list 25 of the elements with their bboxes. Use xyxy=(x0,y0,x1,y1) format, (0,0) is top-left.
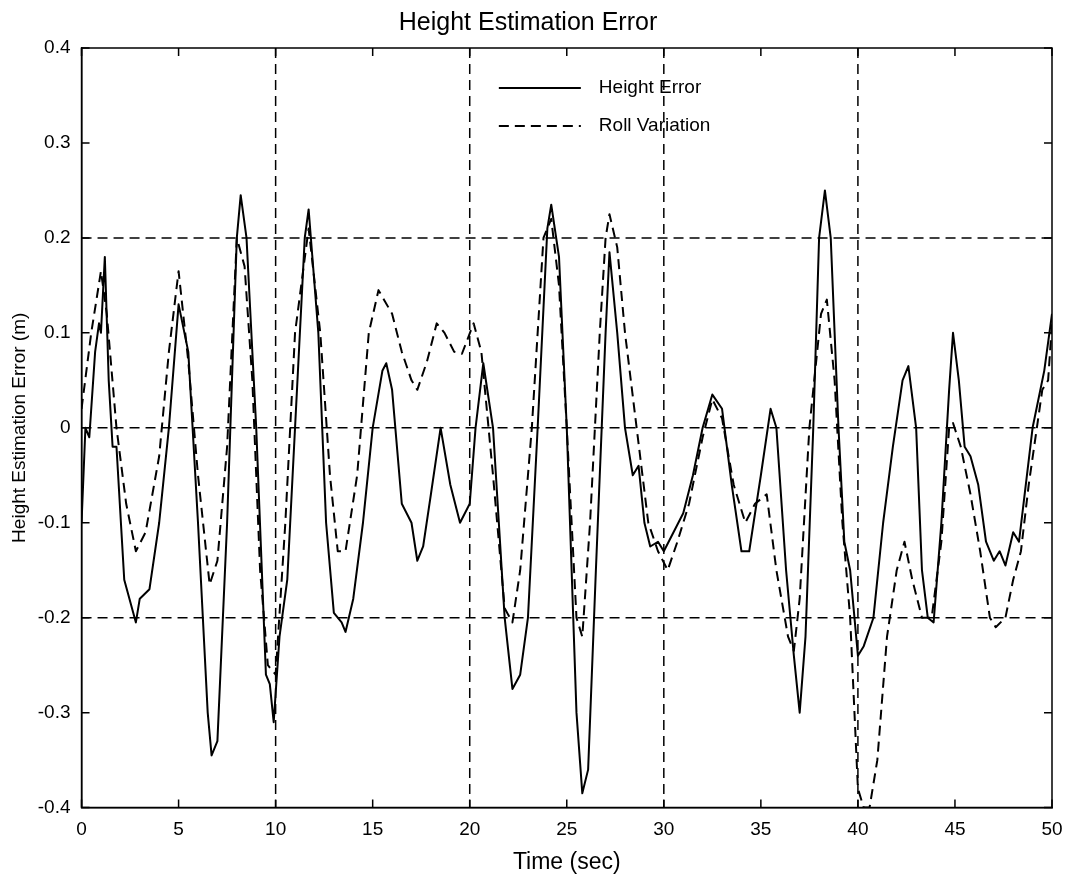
x-tick-label: 20 xyxy=(459,818,481,840)
x-tick-label: 5 xyxy=(173,818,184,840)
x-tick-label: 30 xyxy=(653,818,675,840)
x-tick-label: 45 xyxy=(944,818,966,840)
legend-label: Height Error xyxy=(598,76,702,98)
y-tick-label: -0.2 xyxy=(37,605,71,627)
y-tick-label: 0.4 xyxy=(44,36,71,58)
x-tick-label: 25 xyxy=(556,818,578,840)
y-tick-label: -0.4 xyxy=(37,795,71,817)
y-tick-label: 0.3 xyxy=(44,131,71,153)
x-tick-label: 40 xyxy=(847,818,869,840)
x-axis-title: Time (sec) xyxy=(512,847,621,874)
x-tick-label: 15 xyxy=(362,818,384,840)
y-tick-label: 0.1 xyxy=(44,321,71,343)
y-tick-label: 0.2 xyxy=(44,226,71,248)
y-axis-title: Height Estimation Error (m) xyxy=(7,312,29,543)
y-tick-label: -0.1 xyxy=(37,510,71,532)
x-tick-label: 0 xyxy=(76,818,87,840)
legend-label: Roll Variation xyxy=(598,114,711,136)
chart-title: Height Estimation Error xyxy=(398,6,658,35)
x-tick-label: 50 xyxy=(1041,818,1063,840)
y-tick-label: -0.3 xyxy=(37,700,71,722)
x-tick-label: 10 xyxy=(265,818,287,840)
x-tick-label: 35 xyxy=(750,818,772,840)
y-tick-label: 0 xyxy=(59,416,71,438)
